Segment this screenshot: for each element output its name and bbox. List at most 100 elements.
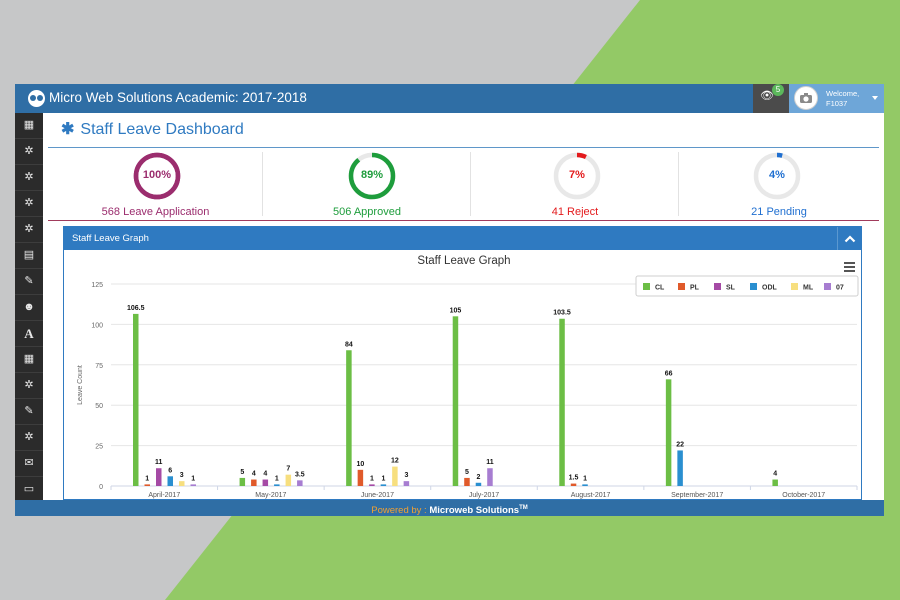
sidebar-item-edit[interactable]: ✎ [15, 269, 43, 295]
bar-cl[interactable] [772, 479, 778, 486]
data-label: 1 [381, 475, 385, 482]
stat-label: 21 Pending [751, 206, 807, 218]
x-tick-label: September-2017 [671, 492, 723, 499]
bar-pl[interactable] [357, 469, 364, 486]
sidebar-item-cogs[interactable]: ✲ [15, 373, 43, 399]
sidebar-item-table[interactable]: ▦ [15, 347, 43, 373]
footer: Powered by : Microweb SolutionsTM [15, 500, 884, 516]
progress-ring [553, 152, 601, 200]
legend-label: ODL [762, 285, 778, 292]
sidebar-item-envelope[interactable]: ✉ [15, 451, 43, 477]
welcome-text: Welcome, F1037 [826, 89, 859, 109]
page-title: ✱ Staff Leave Dashboard [61, 119, 244, 139]
y-tick-label: 125 [91, 282, 103, 289]
bar-pl[interactable] [251, 479, 257, 486]
bar-odl[interactable] [475, 482, 482, 486]
legend-item-ml[interactable]: ML [791, 283, 814, 292]
bar-sl[interactable] [262, 479, 269, 486]
data-label: 11 [155, 459, 163, 466]
sidebar-item-cogs[interactable]: ✲ [15, 191, 43, 217]
data-label: 5 [465, 469, 469, 476]
divider [48, 220, 879, 221]
bar-sl[interactable] [156, 468, 162, 486]
calendar-icon: ▤ [23, 249, 35, 261]
bar-odl[interactable] [582, 484, 588, 486]
legend-swatch [714, 283, 721, 290]
legend-item-sl[interactable]: SL [714, 283, 736, 292]
x-tick-label: October-2017 [782, 492, 825, 499]
chevron-up-icon [844, 235, 856, 243]
x-tick-label: June-2017 [361, 492, 394, 499]
bar-sl[interactable] [369, 484, 375, 486]
progress-ring [753, 152, 801, 200]
table-icon: ▦ [23, 353, 35, 365]
user-menu[interactable]: Welcome, F1037 [789, 84, 884, 113]
bar-pl[interactable] [464, 477, 470, 486]
bar-odl[interactable] [167, 476, 174, 486]
eye-icon: 👁 [760, 90, 774, 102]
data-label: 4 [263, 471, 267, 478]
hamburger-menu-icon[interactable] [844, 262, 855, 272]
top-bar: Micro Web Solutions Academic: 2017-2018 … [15, 84, 884, 113]
sidebar-item-calendar[interactable]: ▤ [15, 243, 43, 269]
staff-leave-panel: Staff Leave Graph Staff Leave Graph 0 25 50… [63, 226, 862, 500]
data-label: 103.5 [553, 310, 571, 317]
bar-ml[interactable] [179, 481, 185, 486]
collapse-button[interactable] [837, 227, 861, 250]
data-label: 6 [168, 467, 172, 474]
legend-swatch [678, 283, 685, 290]
sidebar-item-font[interactable]: A [15, 321, 43, 347]
sidebar-item-edit[interactable]: ✎ [15, 399, 43, 425]
progress-arc [348, 152, 396, 200]
data-label: 11 [486, 459, 494, 466]
legend-item-odl[interactable]: ODL [750, 283, 778, 292]
legend-item-pl[interactable]: PL [678, 283, 700, 292]
bar-07[interactable] [487, 468, 493, 486]
bar-pl[interactable] [144, 484, 151, 486]
data-label: 84 [345, 341, 353, 348]
data-label: 10 [356, 461, 364, 468]
stat-card: 4% 21 Pending [679, 150, 879, 220]
credit-card-icon: ▭ [23, 483, 35, 495]
legend-item-cl[interactable]: CL [643, 283, 665, 292]
x-tick-label: May-2017 [255, 492, 286, 499]
data-label: 3 [180, 472, 184, 479]
sidebar-item-cogs[interactable]: ✲ [15, 425, 43, 451]
data-label: 2 [477, 474, 481, 481]
legend-item-07[interactable]: 07 [824, 283, 844, 292]
cogs-icon: ✲ [24, 145, 34, 157]
bar-cl[interactable] [346, 350, 352, 486]
bar-odl[interactable] [380, 484, 387, 486]
bar-cl[interactable] [452, 316, 459, 486]
legend-swatch [643, 283, 650, 290]
bar-ml[interactable] [285, 474, 292, 486]
divider [262, 152, 263, 216]
sidebar-item-cogs[interactable]: ✲ [15, 165, 43, 191]
bar-cl[interactable] [133, 313, 139, 486]
bar-07[interactable] [190, 484, 197, 486]
bar-07[interactable] [403, 481, 410, 486]
sidebar-item-users[interactable]: ☻ [15, 295, 43, 321]
notification-button[interactable]: 👁 5 [753, 84, 789, 113]
bar-cl[interactable] [665, 379, 672, 486]
bar-07[interactable] [297, 480, 303, 486]
data-label: 1 [275, 475, 279, 482]
progress-ring [133, 152, 181, 200]
bar-ml[interactable] [392, 466, 398, 486]
envelope-icon: ✉ [24, 457, 34, 469]
sidebar-item-table[interactable]: ▦ [15, 113, 43, 139]
stat-card: 89% 506 Approved [263, 150, 471, 220]
chart-legend: CL PL SL ODL ML 07 [635, 275, 859, 297]
sidebar-item-cogs[interactable]: ✲ [15, 139, 43, 165]
sidebar-item-cogs[interactable]: ✲ [15, 217, 43, 243]
bar-pl[interactable] [570, 483, 577, 486]
camera-icon [800, 93, 812, 103]
chevron-down-icon [872, 96, 878, 100]
y-tick-label: 75 [95, 363, 103, 370]
edit-icon: ✎ [24, 275, 34, 287]
bar-odl[interactable] [677, 450, 683, 486]
bar-cl[interactable] [239, 477, 246, 486]
bar-odl[interactable] [274, 484, 280, 486]
bar-cl[interactable] [559, 318, 565, 486]
cogs-icon: ✲ [24, 171, 34, 183]
